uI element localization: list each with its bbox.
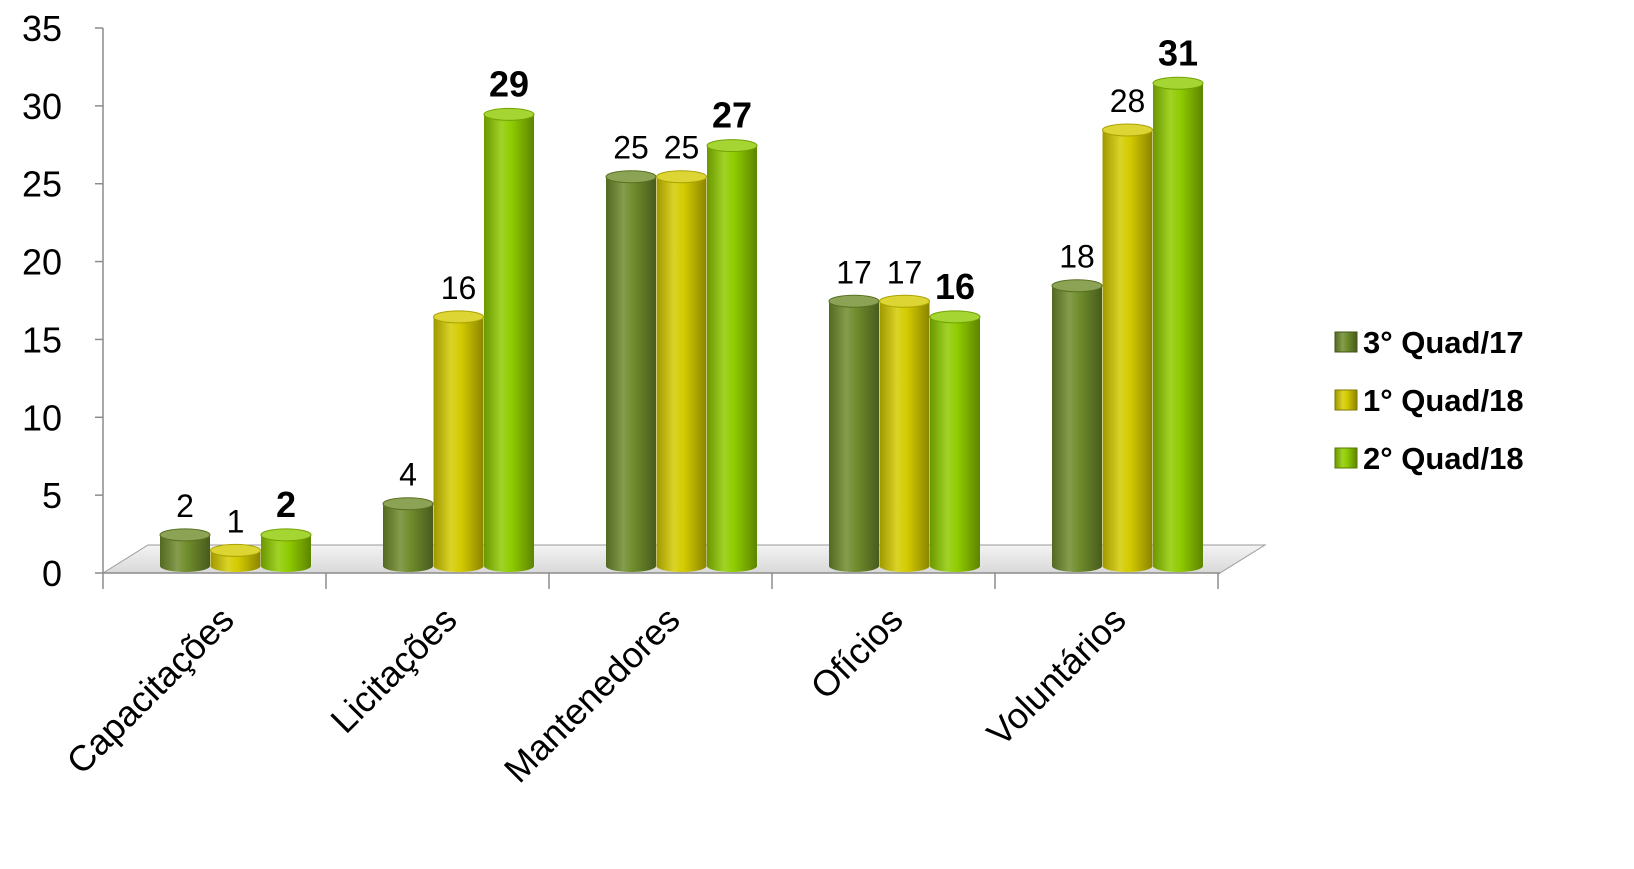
x-tick-label-oficios: Ofícios xyxy=(802,599,910,707)
x-tick-label-licitacoes: Licitações xyxy=(322,599,464,741)
legend-item-1-quad-18[interactable]: 1° Quad/18 xyxy=(1334,383,1524,418)
x-tick-label-mantenedores: Mantenedores xyxy=(496,599,688,791)
bar-top xyxy=(929,310,981,324)
legend-label: 2° Quad/18 xyxy=(1363,441,1524,476)
data-label-licitacoes-1-quad-18: 16 xyxy=(441,270,477,306)
bar-capacitacoes-1-quad-18[interactable] xyxy=(210,543,261,572)
data-label-licitacoes-3-quad-17: 4 xyxy=(399,457,417,493)
bar-voluntarios-1-quad-18[interactable] xyxy=(1102,123,1153,572)
data-label-voluntarios-3-quad-17: 18 xyxy=(1059,239,1095,275)
bar-body xyxy=(707,145,757,573)
bar-body xyxy=(484,114,534,572)
bar-body xyxy=(656,176,707,572)
bar-body xyxy=(606,176,656,572)
bar-top xyxy=(382,497,434,511)
data-label-licitacoes-2-quad-18: 29 xyxy=(489,63,529,104)
data-label-mantenedores-1-quad-18: 25 xyxy=(664,130,700,166)
data-label-voluntarios-1-quad-18: 28 xyxy=(1110,83,1146,119)
x-tick-label-voluntarios: Voluntários xyxy=(979,599,1134,754)
bar-oficios-2-quad-18[interactable] xyxy=(929,310,981,572)
bar-top xyxy=(1051,279,1103,293)
data-label-voluntarios-2-quad-18: 31 xyxy=(1158,32,1198,73)
bar-voluntarios-2-quad-18[interactable] xyxy=(1152,76,1204,573)
bar-licitacoes-2-quad-18[interactable] xyxy=(483,107,535,572)
bar-body xyxy=(1102,130,1153,572)
bar-body xyxy=(879,301,930,572)
y-tick-label: 5 xyxy=(42,475,62,516)
legend-item-3-quad-17[interactable]: 3° Quad/17 xyxy=(1334,325,1524,360)
bar-top xyxy=(828,294,880,308)
legend-label: 1° Quad/18 xyxy=(1363,383,1524,418)
bar-body xyxy=(1052,285,1102,572)
bar-licitacoes-1-quad-18[interactable] xyxy=(433,310,484,572)
bar-voluntarios-3-quad-17[interactable] xyxy=(1051,279,1103,572)
bar-body xyxy=(261,534,311,572)
bar-top xyxy=(433,310,484,324)
data-label-capacitacoes-3-quad-17: 2 xyxy=(176,488,194,524)
data-label-mantenedores-2-quad-18: 27 xyxy=(712,95,752,136)
y-tick-label: 0 xyxy=(42,553,62,594)
y-tick-label: 35 xyxy=(22,8,62,49)
bar-licitacoes-3-quad-17[interactable] xyxy=(382,497,434,572)
bar-top xyxy=(879,294,930,308)
bar-body xyxy=(433,316,484,572)
bar-capacitacoes-2-quad-18[interactable] xyxy=(260,528,312,572)
legend-swatch xyxy=(1334,331,1358,353)
bar-mantenedores-3-quad-17[interactable] xyxy=(605,170,657,572)
bar-oficios-3-quad-17[interactable] xyxy=(828,294,880,572)
data-label-oficios-3-quad-17: 17 xyxy=(836,254,872,290)
y-tick-label: 10 xyxy=(22,397,62,438)
bar-mantenedores-1-quad-18[interactable] xyxy=(656,170,707,572)
bar-top xyxy=(605,170,657,184)
bar-top xyxy=(210,543,261,557)
y-tick-label: 25 xyxy=(22,164,62,205)
y-tick-label: 30 xyxy=(22,86,62,127)
legend-item-2-quad-18[interactable]: 2° Quad/18 xyxy=(1334,441,1524,476)
bar-top xyxy=(260,528,312,542)
data-label-mantenedores-3-quad-17: 25 xyxy=(613,130,649,166)
bar-body xyxy=(160,534,210,572)
legend-label: 3° Quad/17 xyxy=(1363,325,1524,360)
bar-body xyxy=(930,316,980,572)
bar-top xyxy=(1102,123,1153,137)
bar-body xyxy=(1153,83,1203,573)
bar-top xyxy=(159,528,211,542)
bar-top xyxy=(1152,76,1204,90)
legend-swatch xyxy=(1334,447,1358,469)
y-tick-label: 15 xyxy=(22,319,62,360)
bar-mantenedores-2-quad-18[interactable] xyxy=(706,139,758,573)
data-label-oficios-2-quad-18: 16 xyxy=(935,266,975,307)
x-tick-label-capacitacoes: Capacitações xyxy=(58,599,241,782)
legend-swatch xyxy=(1334,389,1358,411)
data-label-oficios-1-quad-18: 17 xyxy=(887,254,923,290)
data-label-capacitacoes-2-quad-18: 2 xyxy=(276,484,296,525)
bar-top xyxy=(656,170,707,184)
y-tick-label: 20 xyxy=(22,242,62,283)
bar-capacitacoes-3-quad-17[interactable] xyxy=(159,528,211,572)
data-label-capacitacoes-1-quad-18: 1 xyxy=(227,503,245,539)
bar-body xyxy=(383,503,433,572)
bar-oficios-1-quad-18[interactable] xyxy=(879,294,930,572)
bar-top xyxy=(483,107,535,121)
bar-top xyxy=(706,139,758,153)
bar-body xyxy=(829,301,879,572)
